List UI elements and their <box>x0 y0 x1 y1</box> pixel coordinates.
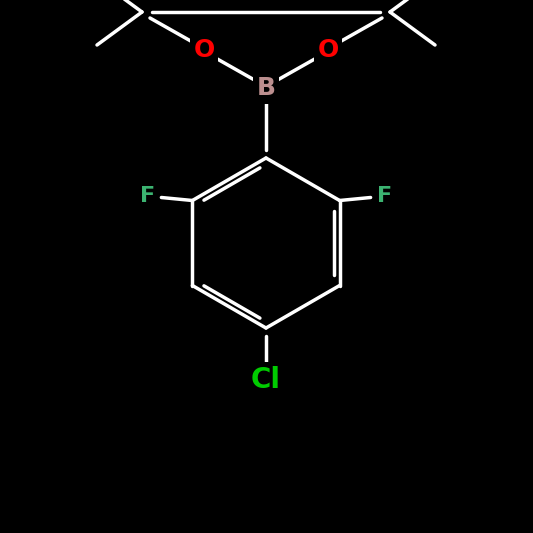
Text: Cl: Cl <box>251 366 281 394</box>
Text: O: O <box>193 38 215 62</box>
Text: B: B <box>256 76 276 100</box>
Text: O: O <box>317 38 338 62</box>
Text: F: F <box>377 185 392 206</box>
Text: F: F <box>140 185 155 206</box>
